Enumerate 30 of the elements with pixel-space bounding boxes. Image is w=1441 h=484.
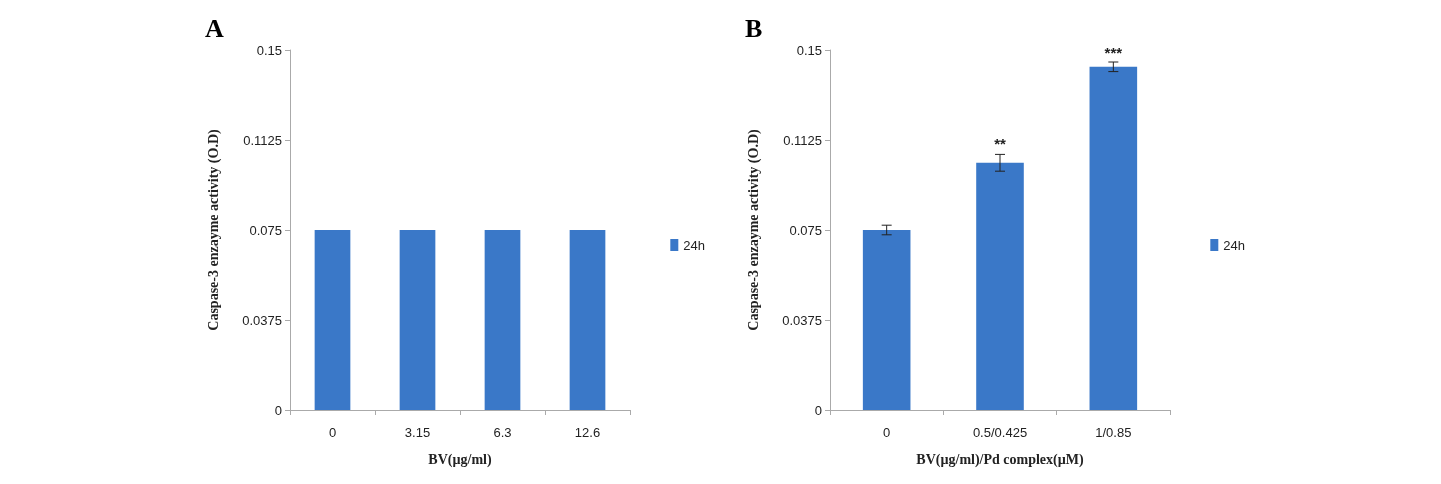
chart-title: A [205, 13, 224, 43]
x-tick-label: 6.3 [493, 425, 512, 440]
y-tick-label: 0.1125 [243, 132, 282, 148]
y-tick-label: 0 [274, 402, 282, 418]
x-axis-title: BV(µg/ml) [428, 451, 492, 468]
bar [976, 162, 1024, 410]
x-tick-label: 1/0.85 [1095, 425, 1132, 440]
x-tick-label: 3.15 [404, 425, 431, 440]
y-tick-label: 0.0375 [242, 312, 282, 328]
bar [1089, 66, 1138, 410]
annotation: *** [1104, 43, 1123, 61]
y-tick-label: 0.15 [256, 42, 282, 58]
annotation: ** [994, 134, 1006, 152]
y-axis-title: Caspase-3 enzayme activity (O.D) [745, 128, 762, 331]
x-tick-label: 0.5/0.425 [972, 425, 1028, 440]
y-tick-label: 0.1125 [783, 132, 822, 148]
y-tick-label: 0.15 [796, 42, 822, 58]
x-tick-label: 0 [328, 425, 337, 440]
y-axis-title: Caspase-3 enzayme activity (O.D) [205, 128, 222, 331]
x-axis-title: BV(µg/ml)/Pd complex(µM) [916, 451, 1085, 468]
y-tick-label: 0.0375 [782, 312, 822, 328]
legend-label: 24h [1223, 237, 1246, 253]
y-tick-label: 0.075 [249, 222, 282, 238]
x-tick-label: 12.6 [574, 425, 601, 440]
y-tick-label: 0.075 [789, 222, 822, 238]
y-tick-label: 0 [814, 402, 822, 418]
bar [862, 230, 911, 410]
chart-title: B [745, 13, 763, 43]
legend-label: 24h [683, 237, 706, 253]
x-tick-label: 0 [883, 425, 891, 440]
